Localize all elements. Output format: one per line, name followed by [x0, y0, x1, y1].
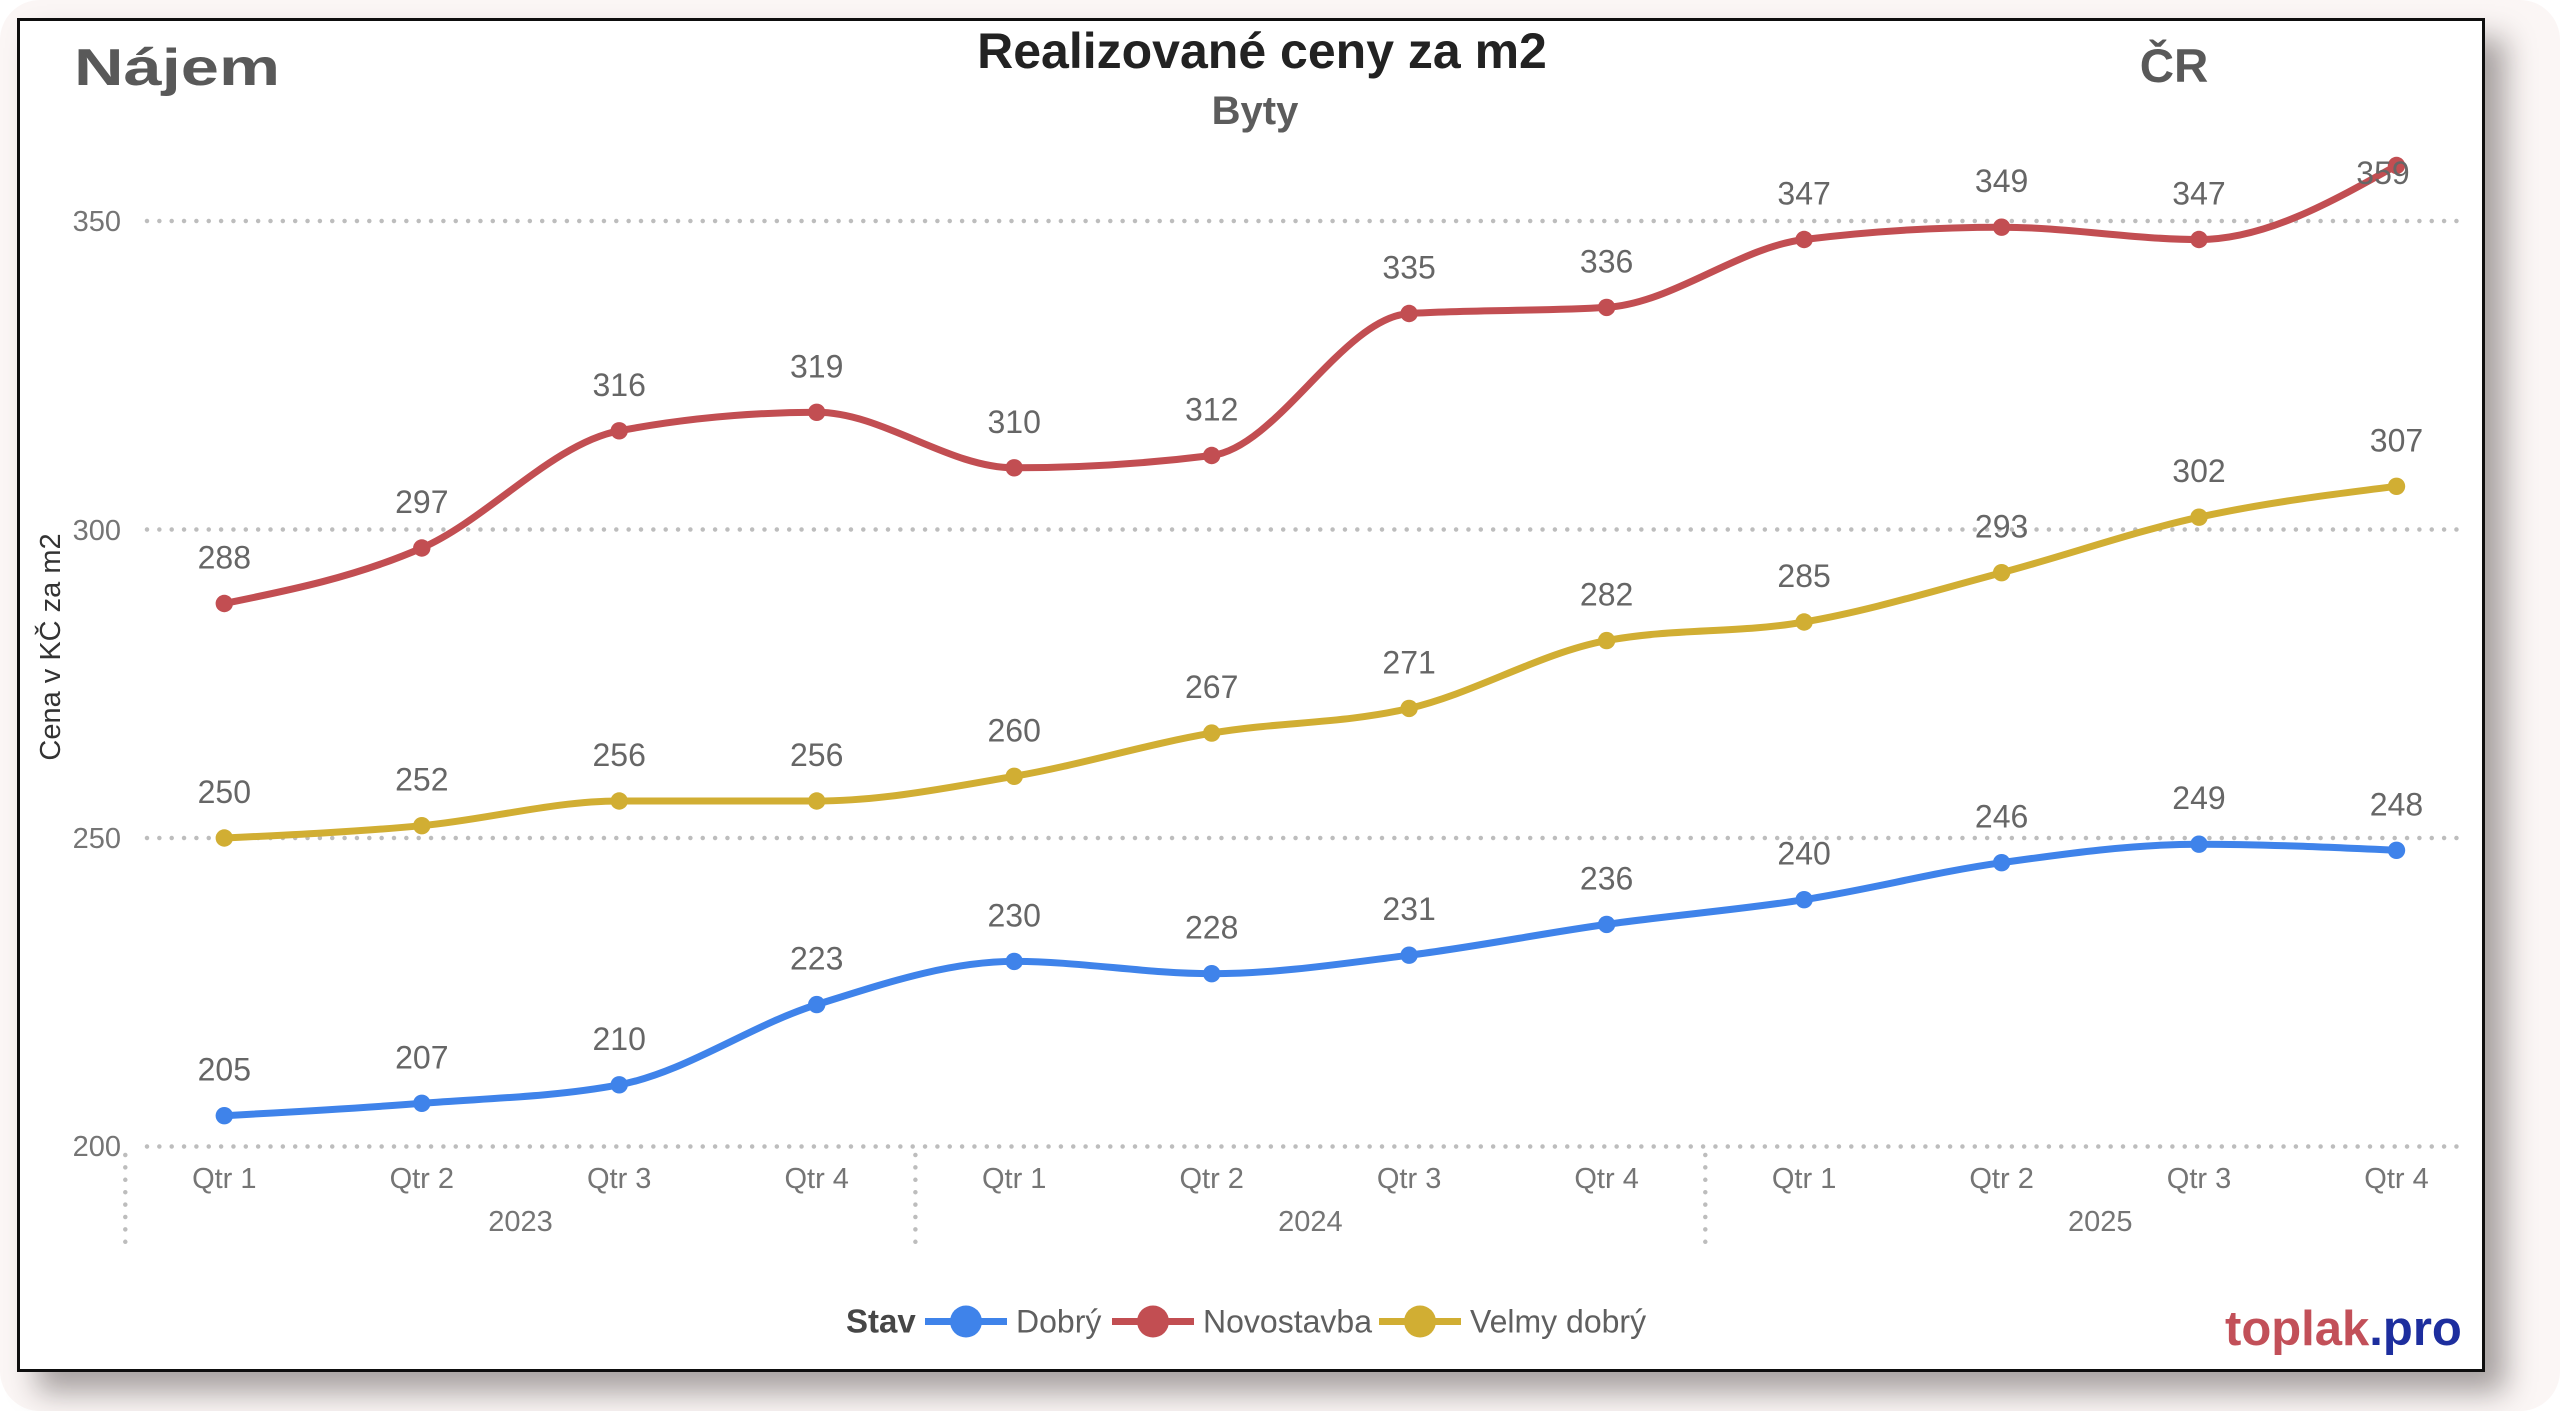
svg-text:Qtr 3: Qtr 3 — [587, 1163, 651, 1195]
svg-text:347: 347 — [1777, 176, 1830, 212]
svg-text:282: 282 — [1580, 577, 1633, 613]
svg-text:Qtr 2: Qtr 2 — [1969, 1163, 2033, 1195]
svg-text:297: 297 — [395, 484, 448, 520]
svg-text:210: 210 — [593, 1021, 646, 1057]
svg-text:200: 200 — [73, 1131, 121, 1163]
svg-text:359: 359 — [2356, 155, 2409, 191]
svg-text:260: 260 — [988, 712, 1041, 748]
svg-text:Qtr 2: Qtr 2 — [1179, 1163, 1243, 1195]
svg-text:250: 250 — [73, 823, 121, 855]
svg-text:228: 228 — [1185, 910, 1238, 946]
svg-text:312: 312 — [1185, 392, 1238, 428]
svg-text:349: 349 — [1975, 163, 2028, 199]
svg-text:256: 256 — [790, 737, 843, 773]
svg-text:336: 336 — [1580, 243, 1633, 279]
svg-text:Qtr 1: Qtr 1 — [982, 1163, 1046, 1195]
svg-text:Qtr 1: Qtr 1 — [192, 1163, 256, 1195]
svg-text:2023: 2023 — [488, 1206, 553, 1238]
svg-text:307: 307 — [2370, 422, 2423, 458]
svg-text:Velmy dobrý: Velmy dobrý — [1470, 1304, 1646, 1340]
svg-text:316: 316 — [593, 367, 646, 403]
svg-text:240: 240 — [1777, 836, 1830, 872]
svg-text:Nájem: Nájem — [74, 38, 280, 96]
svg-text:Qtr 4: Qtr 4 — [1574, 1163, 1638, 1195]
svg-text:ČR: ČR — [2140, 38, 2209, 93]
svg-text:335: 335 — [1382, 250, 1435, 286]
svg-text:347: 347 — [2172, 176, 2225, 212]
svg-text:207: 207 — [395, 1039, 448, 1075]
svg-text:246: 246 — [1975, 799, 2028, 835]
svg-text:Realizované ceny za m2: Realizované ceny za m2 — [977, 23, 1547, 79]
svg-text:2025: 2025 — [2068, 1206, 2133, 1238]
svg-text:205: 205 — [198, 1052, 251, 1088]
svg-text:288: 288 — [198, 540, 251, 576]
svg-text:252: 252 — [395, 762, 448, 798]
svg-text:310: 310 — [988, 404, 1041, 440]
svg-text:267: 267 — [1185, 669, 1238, 705]
svg-text:Stav: Stav — [846, 1303, 916, 1340]
svg-text:Qtr 2: Qtr 2 — [390, 1163, 454, 1195]
svg-text:223: 223 — [790, 941, 843, 977]
svg-text:Novostavba: Novostavba — [1203, 1304, 1372, 1340]
svg-text:Qtr 3: Qtr 3 — [1377, 1163, 1441, 1195]
svg-text:271: 271 — [1382, 644, 1435, 680]
svg-text:231: 231 — [1382, 891, 1435, 927]
svg-text:302: 302 — [2172, 453, 2225, 489]
svg-text:248: 248 — [2370, 786, 2423, 822]
svg-text:Dobrý: Dobrý — [1016, 1304, 1101, 1340]
svg-text:toplak.pro: toplak.pro — [2225, 1302, 2462, 1356]
svg-text:256: 256 — [593, 737, 646, 773]
svg-text:Qtr 3: Qtr 3 — [2167, 1163, 2231, 1195]
svg-text:350: 350 — [73, 206, 121, 238]
svg-text:Qtr 1: Qtr 1 — [1772, 1163, 1836, 1195]
svg-text:249: 249 — [2172, 780, 2225, 816]
svg-text:230: 230 — [988, 897, 1041, 933]
svg-text:250: 250 — [198, 774, 251, 810]
svg-text:285: 285 — [1777, 558, 1830, 594]
svg-text:Qtr 4: Qtr 4 — [2364, 1163, 2428, 1195]
svg-text:Cena v KČ za m2: Cena v KČ za m2 — [33, 533, 67, 760]
svg-text:Byty: Byty — [1212, 89, 1299, 133]
svg-text:236: 236 — [1580, 860, 1633, 896]
svg-text:293: 293 — [1975, 509, 2028, 545]
svg-text:Qtr 4: Qtr 4 — [784, 1163, 848, 1195]
svg-text:2024: 2024 — [1278, 1206, 1343, 1238]
svg-text:300: 300 — [73, 515, 121, 547]
svg-text:319: 319 — [790, 348, 843, 384]
